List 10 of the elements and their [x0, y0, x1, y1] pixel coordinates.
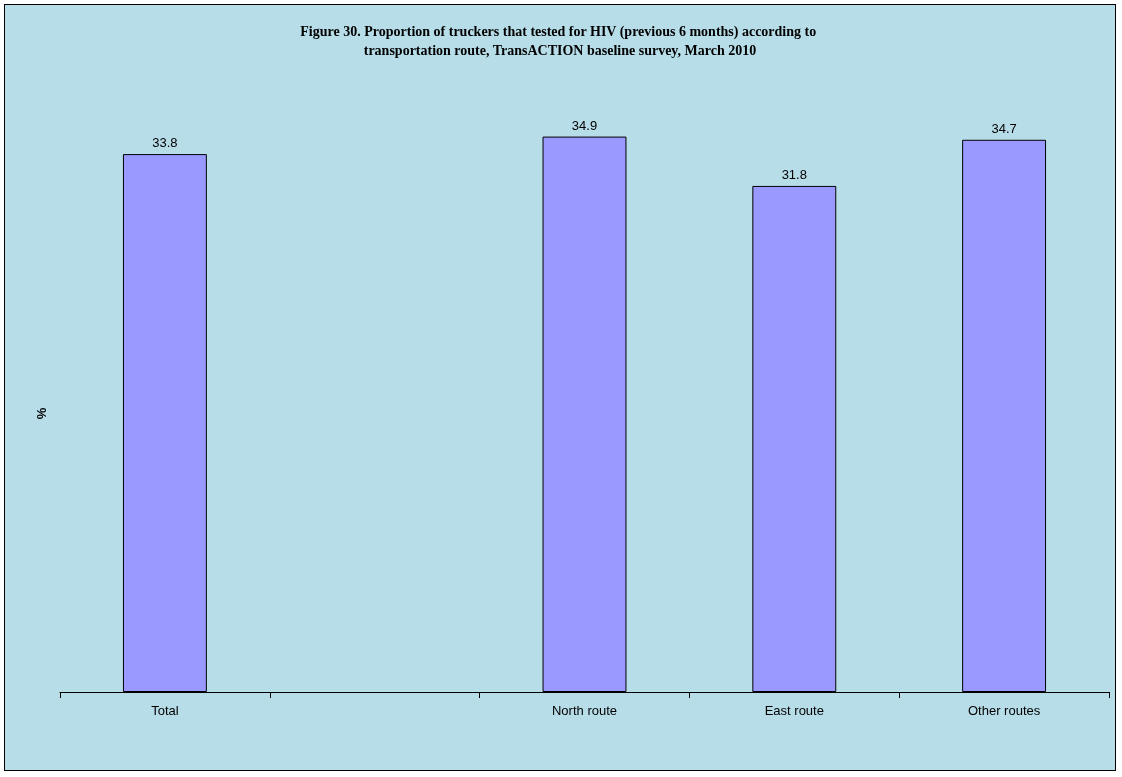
- data-label: 33.8: [152, 135, 178, 151]
- x-tick-label: Total: [151, 703, 179, 718]
- chart-title: Figure 30. Proportion of truckers that tested for HIV (previous 6 months) according to transportation route, TransACTION baseline survey, March 2010: [300, 24, 820, 58]
- x-tick-label: North route: [551, 703, 618, 718]
- x-tick-label: Other routes: [967, 703, 1041, 718]
- x-tick-label: East route: [764, 703, 824, 718]
- data-label: 34.9: [571, 117, 598, 133]
- y-axis-title: %: [34, 407, 49, 420]
- data-label: 34.7: [991, 120, 1017, 136]
- data-label: 31.8: [781, 166, 807, 182]
